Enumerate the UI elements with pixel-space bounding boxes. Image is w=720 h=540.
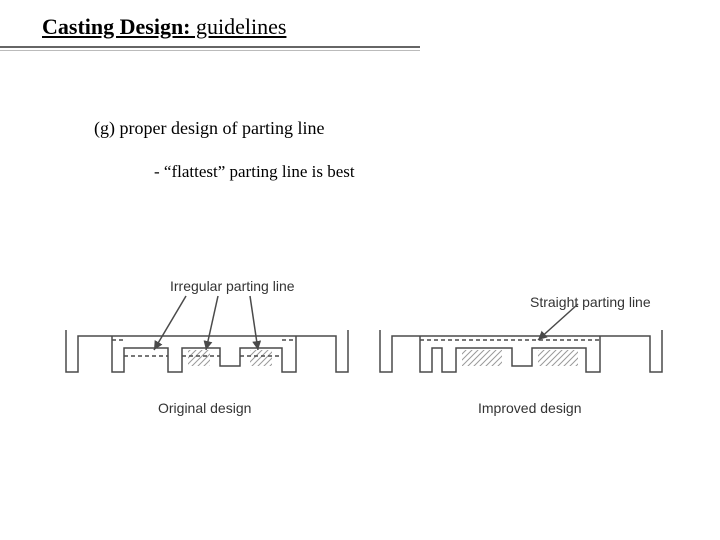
parting-line-diagram: Irregular parting line Straight parting …: [58, 278, 682, 428]
diagram-svg: [58, 278, 682, 428]
slide: Casting Design: guidelines (g) proper de…: [0, 0, 720, 540]
title-bold: Casting Design:: [42, 14, 191, 39]
label-original-design: Original design: [158, 400, 251, 416]
label-improved-design: Improved design: [478, 400, 582, 416]
title-underline-rule: [0, 46, 420, 48]
bullet-flattest: - “flattest” parting line is best: [154, 162, 355, 182]
title-rest: guidelines: [191, 14, 287, 39]
page-title: Casting Design: guidelines: [42, 14, 286, 40]
subheading-g: (g) proper design of parting line: [94, 118, 324, 139]
